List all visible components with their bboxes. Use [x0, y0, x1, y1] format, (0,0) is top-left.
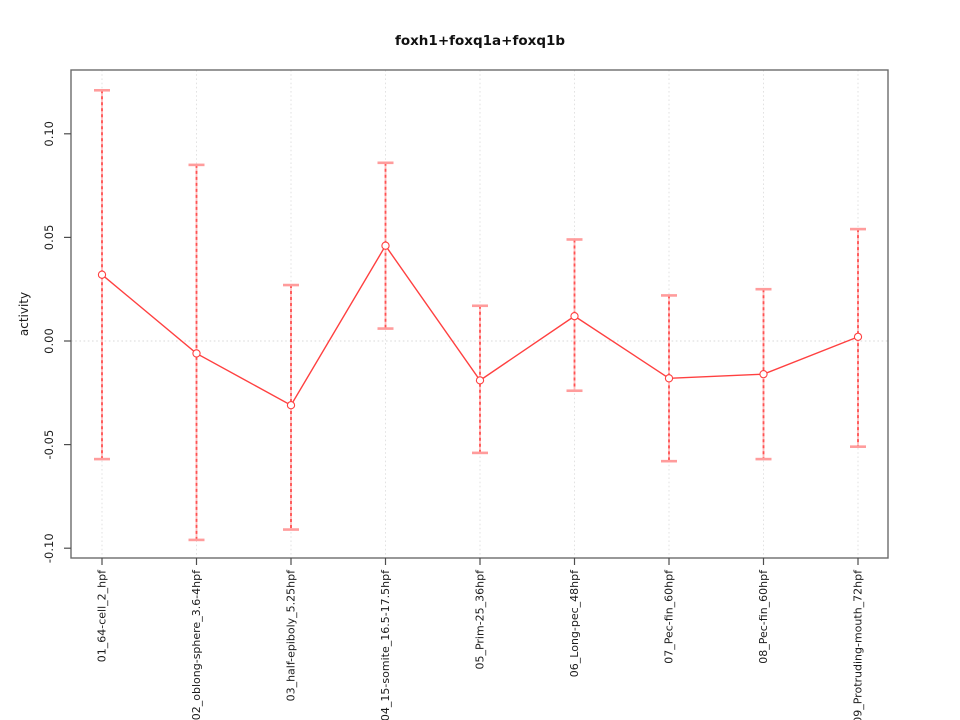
x-tick-label: 01_64-cell_2_hpf — [96, 569, 109, 662]
data-point — [192, 349, 201, 358]
data-point — [286, 401, 296, 410]
x-tick-label: 04_15-somite_16.5-17.5hpf — [379, 569, 392, 720]
data-point — [759, 370, 768, 379]
y-tick-label: 0.00 — [42, 328, 56, 354]
x-tick-label: 07_Pec-fin_60hpf — [663, 569, 676, 664]
y-tick-label: -0.10 — [42, 533, 56, 563]
y-tick-label: -0.05 — [42, 430, 56, 460]
y-axis-label: activity — [17, 292, 31, 336]
data-point — [664, 374, 674, 383]
y-tick-label: 0.10 — [42, 121, 56, 147]
x-tick-label: 03_half-epiboly_5.25hpf — [285, 569, 298, 702]
data-point — [853, 332, 863, 342]
chart-title: foxh1+foxq1a+foxq1b — [394, 33, 566, 49]
data-point — [97, 270, 107, 279]
x-tick-label: 08_Pec-fin_60hpf — [757, 569, 770, 664]
x-tick-label: 05_Prim-25_36hpf — [474, 569, 487, 670]
x-tick-label: 06_Long-pec_48hpf — [568, 569, 581, 677]
data-point — [570, 311, 579, 321]
y-tick-label: 0.05 — [42, 225, 56, 251]
data-point — [381, 241, 390, 250]
x-tick-label: 09_Protruding-mouth_72hpf — [852, 569, 865, 720]
data-point — [475, 376, 485, 385]
x-tick-label: 02_oblong-sphere_3.6-4hpf — [190, 569, 203, 720]
